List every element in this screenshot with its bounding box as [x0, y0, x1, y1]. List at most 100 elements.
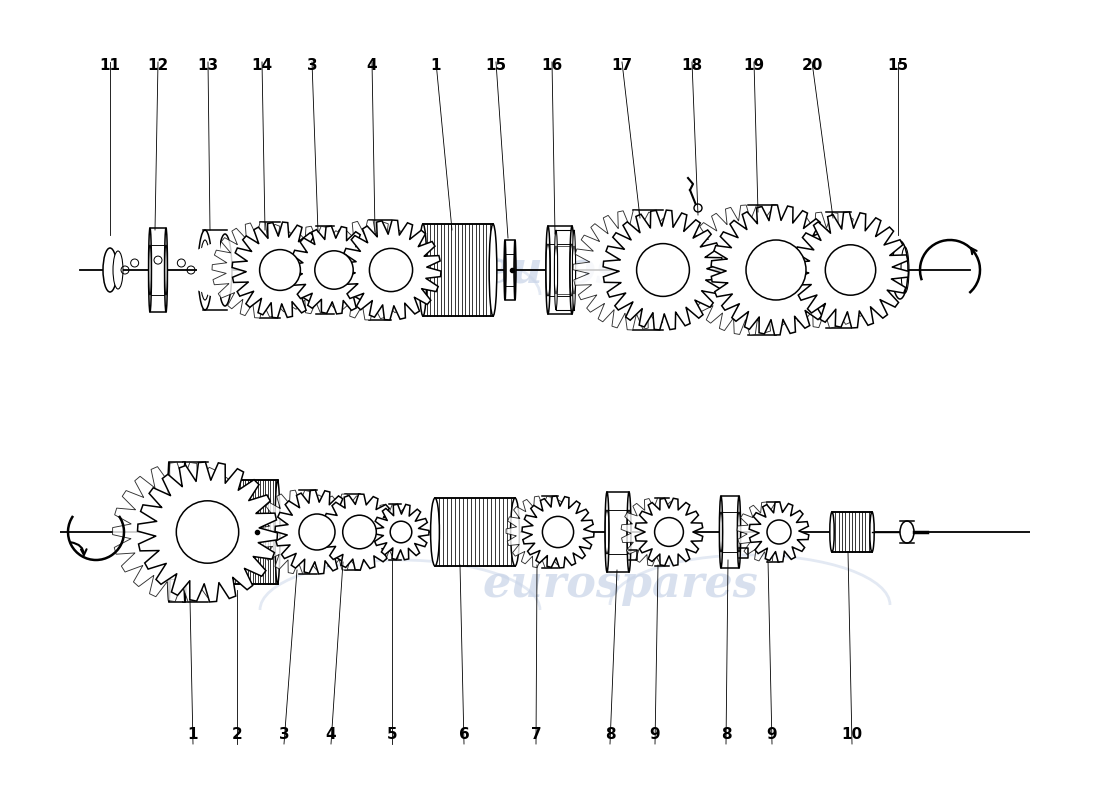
- Bar: [642, 228, 670, 312]
- Polygon shape: [319, 220, 419, 320]
- Text: 19: 19: [744, 58, 764, 73]
- Polygon shape: [506, 496, 578, 568]
- Circle shape: [654, 518, 683, 546]
- Circle shape: [746, 240, 806, 300]
- Polygon shape: [792, 212, 909, 328]
- Text: 1: 1: [431, 58, 441, 73]
- Polygon shape: [373, 504, 429, 560]
- Bar: [748, 205, 775, 335]
- Ellipse shape: [490, 224, 497, 316]
- Ellipse shape: [627, 492, 631, 572]
- Polygon shape: [522, 496, 594, 568]
- Bar: [299, 490, 317, 574]
- Bar: [548, 226, 572, 314]
- Text: 6: 6: [459, 727, 470, 742]
- Bar: [556, 230, 574, 310]
- Bar: [424, 224, 493, 316]
- Text: 4: 4: [326, 727, 337, 742]
- Bar: [389, 504, 402, 560]
- Text: eurospares: eurospares: [482, 249, 758, 291]
- Text: 13: 13: [197, 58, 219, 73]
- Ellipse shape: [829, 512, 834, 552]
- Circle shape: [315, 250, 353, 289]
- Text: 5: 5: [387, 727, 397, 742]
- Ellipse shape: [833, 232, 835, 308]
- Text: 4: 4: [366, 58, 377, 73]
- Text: 7: 7: [530, 727, 541, 742]
- Polygon shape: [711, 205, 840, 335]
- Text: 3: 3: [307, 58, 317, 73]
- Bar: [505, 240, 515, 300]
- Bar: [316, 226, 334, 314]
- Ellipse shape: [892, 241, 907, 299]
- Bar: [169, 462, 185, 602]
- Ellipse shape: [218, 234, 232, 306]
- Text: 12: 12: [147, 58, 168, 73]
- Bar: [607, 492, 629, 572]
- Ellipse shape: [275, 480, 280, 584]
- Text: 10: 10: [842, 727, 862, 742]
- Polygon shape: [321, 494, 397, 570]
- Ellipse shape: [640, 228, 643, 312]
- Ellipse shape: [514, 240, 516, 300]
- Text: 9: 9: [767, 727, 778, 742]
- Ellipse shape: [200, 240, 210, 300]
- Text: eurospares: eurospares: [482, 563, 758, 606]
- Polygon shape: [272, 226, 360, 314]
- Ellipse shape: [103, 248, 117, 292]
- Polygon shape: [307, 494, 383, 570]
- Text: 8: 8: [720, 727, 732, 742]
- Ellipse shape: [165, 228, 167, 312]
- Bar: [434, 498, 515, 566]
- Text: 15: 15: [888, 58, 909, 73]
- Polygon shape: [112, 462, 253, 602]
- Text: 11: 11: [99, 58, 121, 73]
- Ellipse shape: [510, 498, 519, 566]
- Ellipse shape: [572, 230, 575, 310]
- Ellipse shape: [554, 230, 558, 310]
- Circle shape: [370, 248, 412, 292]
- Bar: [232, 480, 277, 584]
- Polygon shape: [212, 222, 308, 318]
- Circle shape: [694, 204, 702, 212]
- Ellipse shape: [719, 496, 723, 568]
- Ellipse shape: [870, 512, 874, 552]
- Polygon shape: [749, 502, 808, 562]
- Text: 14: 14: [252, 58, 273, 73]
- Polygon shape: [768, 212, 883, 328]
- Circle shape: [767, 520, 791, 544]
- Bar: [260, 222, 280, 318]
- Polygon shape: [341, 220, 441, 320]
- Text: 9: 9: [650, 727, 660, 742]
- Ellipse shape: [430, 498, 439, 566]
- Text: 1: 1: [188, 727, 198, 742]
- Polygon shape: [737, 502, 797, 562]
- Bar: [720, 496, 739, 568]
- Polygon shape: [683, 205, 813, 335]
- Text: 8: 8: [605, 727, 615, 742]
- Bar: [654, 498, 669, 566]
- Text: 17: 17: [612, 58, 632, 73]
- Ellipse shape: [546, 226, 550, 314]
- Polygon shape: [361, 504, 417, 560]
- Circle shape: [542, 517, 573, 547]
- Circle shape: [825, 245, 876, 295]
- Circle shape: [299, 514, 336, 550]
- Circle shape: [390, 522, 411, 542]
- Text: 3: 3: [278, 727, 289, 742]
- Ellipse shape: [900, 521, 914, 543]
- Bar: [767, 502, 779, 562]
- Ellipse shape: [852, 232, 855, 308]
- Text: 18: 18: [681, 58, 703, 73]
- Circle shape: [637, 243, 690, 296]
- Ellipse shape: [669, 228, 671, 312]
- Polygon shape: [573, 210, 693, 330]
- Bar: [832, 512, 872, 552]
- Bar: [542, 496, 558, 568]
- Text: 2: 2: [232, 727, 242, 742]
- Bar: [834, 232, 854, 308]
- Text: 20: 20: [801, 58, 823, 73]
- Bar: [632, 210, 663, 330]
- Polygon shape: [603, 210, 723, 330]
- Bar: [368, 220, 390, 320]
